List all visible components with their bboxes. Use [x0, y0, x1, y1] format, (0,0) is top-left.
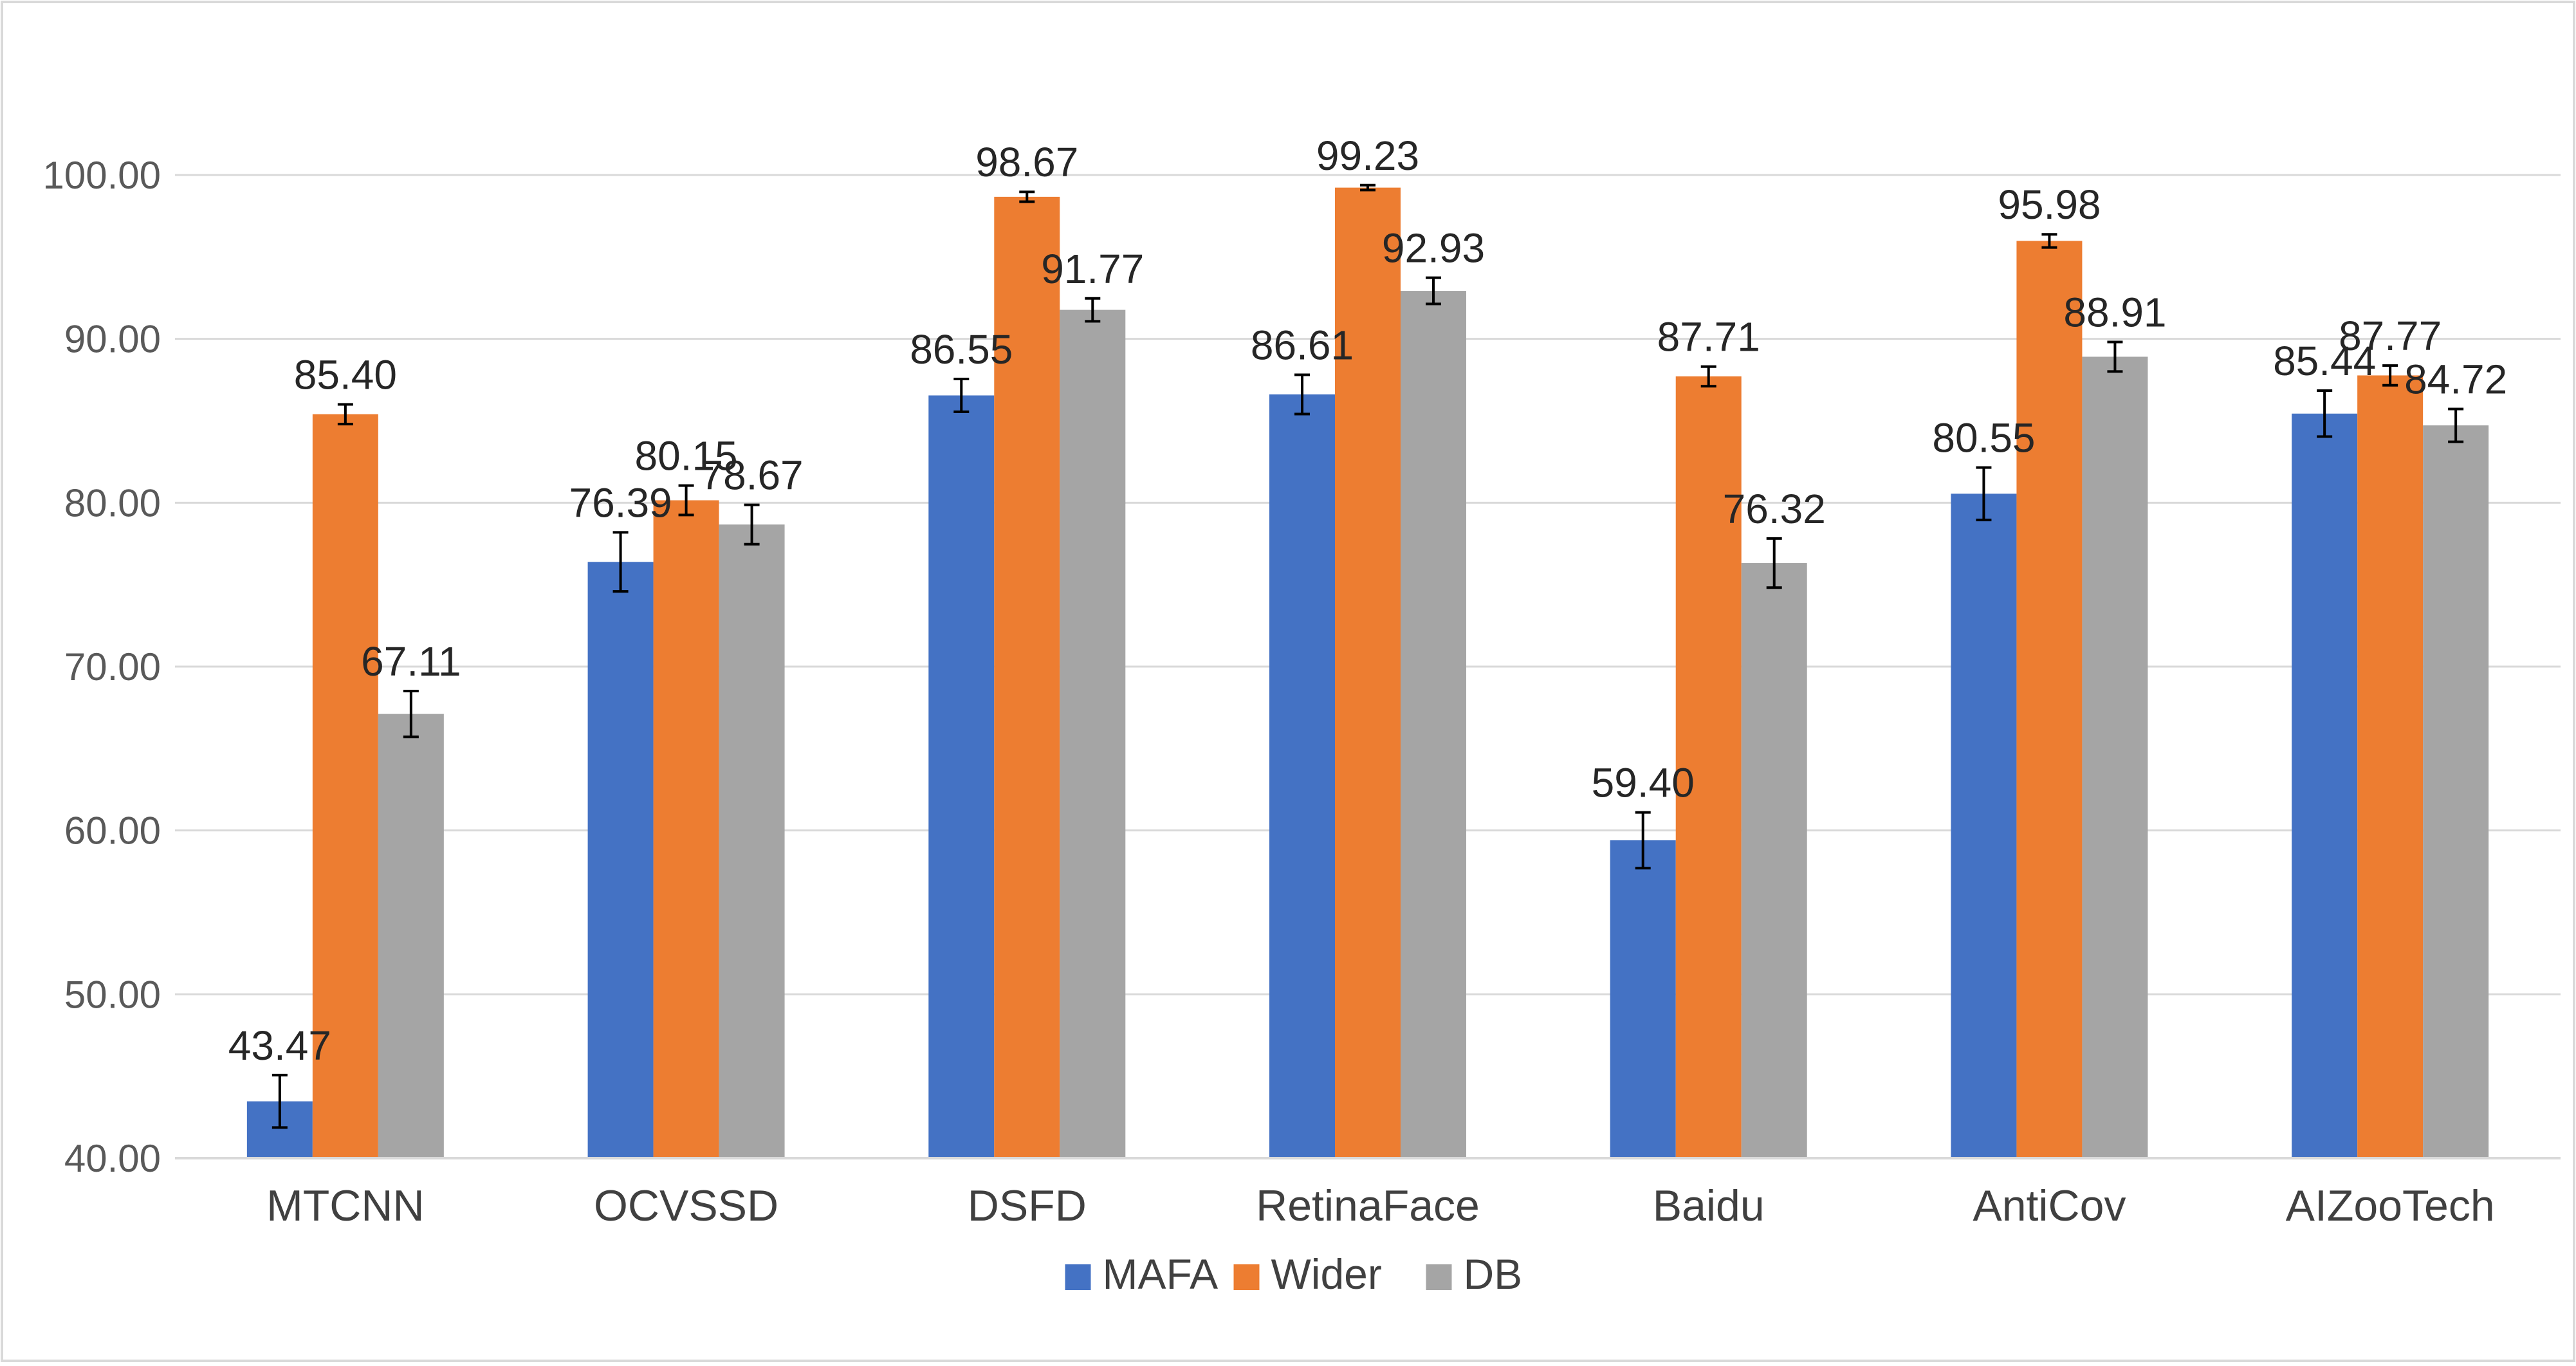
- data-label: 84.72: [2404, 356, 2507, 403]
- data-labels: 43.47 76.39 86.55 86.61 59.40 80.55 85.44 85.40…: [228, 133, 2507, 1069]
- data-label: 98.67: [975, 139, 1078, 185]
- bar-mafa-retinaface: [1269, 394, 1335, 1158]
- data-label: 43.47: [228, 1022, 331, 1069]
- data-label: 99.23: [1316, 133, 1419, 179]
- y-tick-label: 90.00: [64, 318, 161, 361]
- y-tick-label: 80.00: [64, 481, 161, 524]
- axes: 40.00 50.00 60.00 70.00 80.00 90.00 100.00 MTCN…: [42, 154, 2561, 1230]
- data-label: 78.67: [700, 452, 803, 499]
- bar-db-ocvssd: [719, 524, 785, 1158]
- data-label: 76.39: [569, 479, 672, 526]
- legend-swatch: [1233, 1264, 1260, 1290]
- data-label: 87.77: [2339, 313, 2442, 359]
- error-bar: [678, 484, 694, 517]
- bar-mafa-aizootech: [2292, 413, 2358, 1158]
- x-tick-label: Baidu: [1653, 1181, 1765, 1230]
- error-bar: [1426, 276, 1441, 306]
- bar-wider-mtcnn: [312, 414, 378, 1158]
- x-tick-label: OCVSSD: [594, 1181, 778, 1230]
- legend-label: Wider: [1271, 1250, 1382, 1298]
- legend-swatch: [1426, 1264, 1452, 1290]
- error-bar: [744, 503, 760, 546]
- y-tick-label: 70.00: [64, 645, 161, 688]
- error-bar: [271, 1073, 288, 1129]
- bar-wider-baidu: [1675, 376, 1742, 1158]
- error-bar: [612, 531, 629, 593]
- error-bar: [2041, 233, 2057, 249]
- error-bar: [1766, 537, 1782, 589]
- data-label: 86.55: [910, 326, 1013, 373]
- error-bar: [953, 378, 970, 413]
- legend-label: MAFA: [1103, 1250, 1219, 1298]
- bars: [246, 187, 2489, 1159]
- x-tick-label: RetinaFace: [1256, 1181, 1480, 1230]
- x-tick-label: MTCNN: [266, 1181, 425, 1230]
- bar-wider-ocvssd: [653, 500, 719, 1158]
- data-label: 87.71: [1657, 314, 1760, 360]
- error-bar: [403, 689, 419, 739]
- bar-mafa-anticov: [1951, 494, 2017, 1158]
- y-tick-label: 50.00: [64, 973, 161, 1016]
- data-label: 86.61: [1251, 322, 1354, 368]
- data-label: 91.77: [1041, 246, 1144, 292]
- legend-label: DB: [1464, 1250, 1523, 1298]
- y-tick-label: 60.00: [64, 809, 161, 853]
- data-label: 80.15: [634, 433, 737, 479]
- legend-item-db: DB: [1426, 1250, 1523, 1298]
- data-label: 76.32: [1723, 486, 1826, 532]
- data-label: 59.40: [1592, 760, 1695, 806]
- bar-mafa-ocvssd: [587, 562, 654, 1158]
- error-bar: [1019, 190, 1035, 203]
- bar-mafa-dsfd: [928, 395, 995, 1159]
- error-bar: [1085, 297, 1101, 323]
- data-label: 88.91: [2063, 290, 2166, 336]
- data-label: 95.98: [1998, 181, 2101, 228]
- bar-mafa-baidu: [1610, 840, 1676, 1158]
- legend-swatch: [1065, 1264, 1091, 1290]
- data-label: 80.55: [1932, 415, 2035, 461]
- error-bar: [1635, 811, 1651, 870]
- bar-db-mtcnn: [378, 714, 444, 1158]
- bar-db-baidu: [1741, 563, 1807, 1158]
- bar-db-aizootech: [2423, 425, 2489, 1159]
- error-bar: [2317, 389, 2333, 438]
- error-bar: [1976, 466, 1992, 522]
- bar-db-anticov: [2082, 356, 2148, 1159]
- bar-wider-anticov: [2016, 241, 2083, 1159]
- data-label: 85.44: [2273, 338, 2376, 384]
- legend-item-mafa: MAFA: [1065, 1250, 1219, 1298]
- legend: MAFA Wider DB: [1065, 1250, 1523, 1298]
- x-tick-label: DSFD: [968, 1181, 1087, 1230]
- bar-wider-retinaface: [1335, 187, 1401, 1158]
- error-bar: [337, 403, 353, 426]
- x-tick-label: AIZooTech: [2286, 1181, 2495, 1230]
- x-tick-label: AntiCov: [1973, 1181, 2126, 1230]
- error-bars: [271, 183, 2464, 1129]
- y-tick-label: 100.00: [42, 154, 161, 197]
- error-bar: [2107, 340, 2123, 373]
- error-bar: [1700, 365, 1716, 388]
- error-bar: [1294, 373, 1310, 416]
- error-bar: [2382, 364, 2398, 387]
- y-tick-label: 40.00: [64, 1137, 161, 1180]
- bar-wider-dsfd: [994, 196, 1060, 1159]
- legend-item-wider: Wider: [1233, 1250, 1382, 1298]
- bar-db-retinaface: [1401, 291, 1466, 1159]
- bar-wider-aizootech: [2357, 375, 2424, 1159]
- data-label: 92.93: [1382, 225, 1485, 272]
- data-label: 67.11: [361, 638, 461, 685]
- data-label: 85.40: [294, 352, 397, 398]
- bar-db-dsfd: [1060, 309, 1126, 1158]
- error-bar: [1360, 183, 1375, 192]
- error-bar: [2448, 407, 2464, 443]
